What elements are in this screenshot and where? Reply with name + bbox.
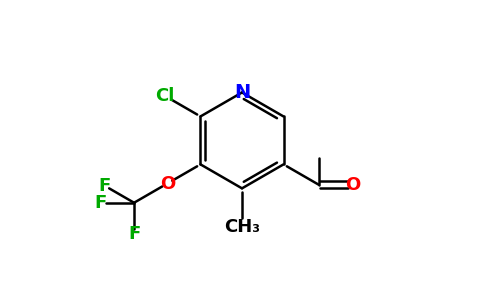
Text: Cl: Cl xyxy=(155,87,175,105)
Text: F: F xyxy=(128,225,140,243)
Text: CH₃: CH₃ xyxy=(224,218,260,236)
Text: N: N xyxy=(234,83,250,102)
Text: O: O xyxy=(160,175,175,193)
Text: F: F xyxy=(94,194,106,212)
Text: F: F xyxy=(99,177,111,195)
Text: O: O xyxy=(345,176,360,194)
